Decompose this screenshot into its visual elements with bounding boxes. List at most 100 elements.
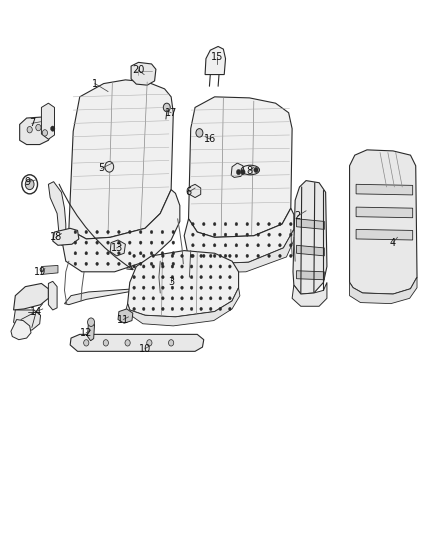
Polygon shape [14, 310, 41, 330]
Circle shape [181, 276, 184, 279]
Circle shape [142, 276, 145, 279]
Circle shape [96, 262, 99, 265]
Circle shape [133, 297, 135, 300]
Polygon shape [297, 245, 324, 256]
Circle shape [202, 233, 205, 236]
Circle shape [219, 286, 222, 289]
Circle shape [235, 254, 238, 257]
Circle shape [163, 103, 170, 112]
Circle shape [117, 241, 120, 244]
Circle shape [96, 252, 99, 255]
Circle shape [85, 230, 88, 233]
Polygon shape [231, 163, 244, 177]
Circle shape [190, 308, 193, 311]
Circle shape [139, 252, 142, 255]
Polygon shape [184, 208, 294, 264]
Circle shape [279, 233, 281, 236]
Circle shape [133, 254, 135, 257]
Circle shape [161, 241, 164, 244]
Circle shape [133, 276, 135, 279]
Circle shape [74, 230, 77, 233]
Circle shape [200, 297, 202, 300]
Circle shape [219, 297, 222, 300]
Circle shape [181, 286, 184, 289]
Circle shape [105, 161, 114, 172]
Text: 11: 11 [117, 314, 129, 325]
Circle shape [209, 276, 212, 279]
Circle shape [25, 179, 34, 190]
Text: 7: 7 [29, 118, 35, 128]
Circle shape [107, 262, 110, 265]
Polygon shape [69, 80, 173, 239]
Circle shape [142, 254, 145, 257]
Circle shape [235, 222, 238, 225]
Circle shape [290, 222, 292, 225]
Circle shape [85, 252, 88, 255]
Polygon shape [205, 46, 226, 75]
Circle shape [219, 276, 222, 279]
Circle shape [200, 265, 202, 268]
Circle shape [224, 254, 227, 257]
Text: 17: 17 [165, 108, 177, 118]
Circle shape [50, 126, 55, 131]
Circle shape [202, 254, 205, 257]
Polygon shape [20, 117, 51, 144]
Circle shape [279, 254, 281, 257]
Circle shape [254, 167, 258, 173]
Text: 12: 12 [80, 328, 92, 338]
Polygon shape [11, 319, 31, 340]
Circle shape [213, 244, 216, 247]
Circle shape [257, 254, 259, 257]
Circle shape [85, 241, 88, 244]
Circle shape [229, 286, 231, 289]
Circle shape [196, 128, 203, 137]
Circle shape [88, 318, 95, 326]
Polygon shape [187, 184, 201, 198]
Circle shape [209, 297, 212, 300]
Circle shape [171, 297, 174, 300]
Polygon shape [62, 190, 180, 272]
Circle shape [246, 233, 249, 236]
Circle shape [96, 241, 99, 244]
Circle shape [209, 265, 212, 268]
Circle shape [161, 262, 164, 265]
Circle shape [74, 262, 77, 265]
Polygon shape [64, 266, 185, 305]
Text: 3: 3 [168, 277, 174, 287]
Circle shape [279, 222, 281, 225]
Circle shape [171, 265, 174, 268]
Polygon shape [350, 277, 417, 304]
Polygon shape [70, 334, 204, 351]
Circle shape [169, 340, 174, 346]
Circle shape [181, 254, 184, 257]
Circle shape [142, 286, 145, 289]
Circle shape [107, 241, 110, 244]
Circle shape [142, 265, 145, 268]
Circle shape [209, 308, 212, 311]
Circle shape [213, 233, 216, 236]
Circle shape [229, 254, 231, 257]
Circle shape [229, 297, 231, 300]
Polygon shape [42, 265, 58, 274]
Circle shape [162, 276, 164, 279]
Circle shape [85, 262, 88, 265]
Circle shape [142, 297, 145, 300]
Circle shape [128, 262, 131, 265]
Circle shape [202, 222, 205, 225]
Circle shape [257, 244, 259, 247]
Circle shape [190, 297, 193, 300]
Text: 16: 16 [204, 134, 216, 144]
Circle shape [224, 244, 227, 247]
Polygon shape [14, 284, 48, 310]
Circle shape [235, 244, 238, 247]
Circle shape [219, 265, 222, 268]
Circle shape [224, 233, 227, 236]
Circle shape [191, 233, 194, 236]
Circle shape [42, 130, 47, 136]
Circle shape [133, 286, 135, 289]
Circle shape [209, 254, 212, 257]
Circle shape [27, 126, 32, 133]
Circle shape [162, 254, 164, 257]
Circle shape [229, 276, 231, 279]
Circle shape [200, 276, 202, 279]
